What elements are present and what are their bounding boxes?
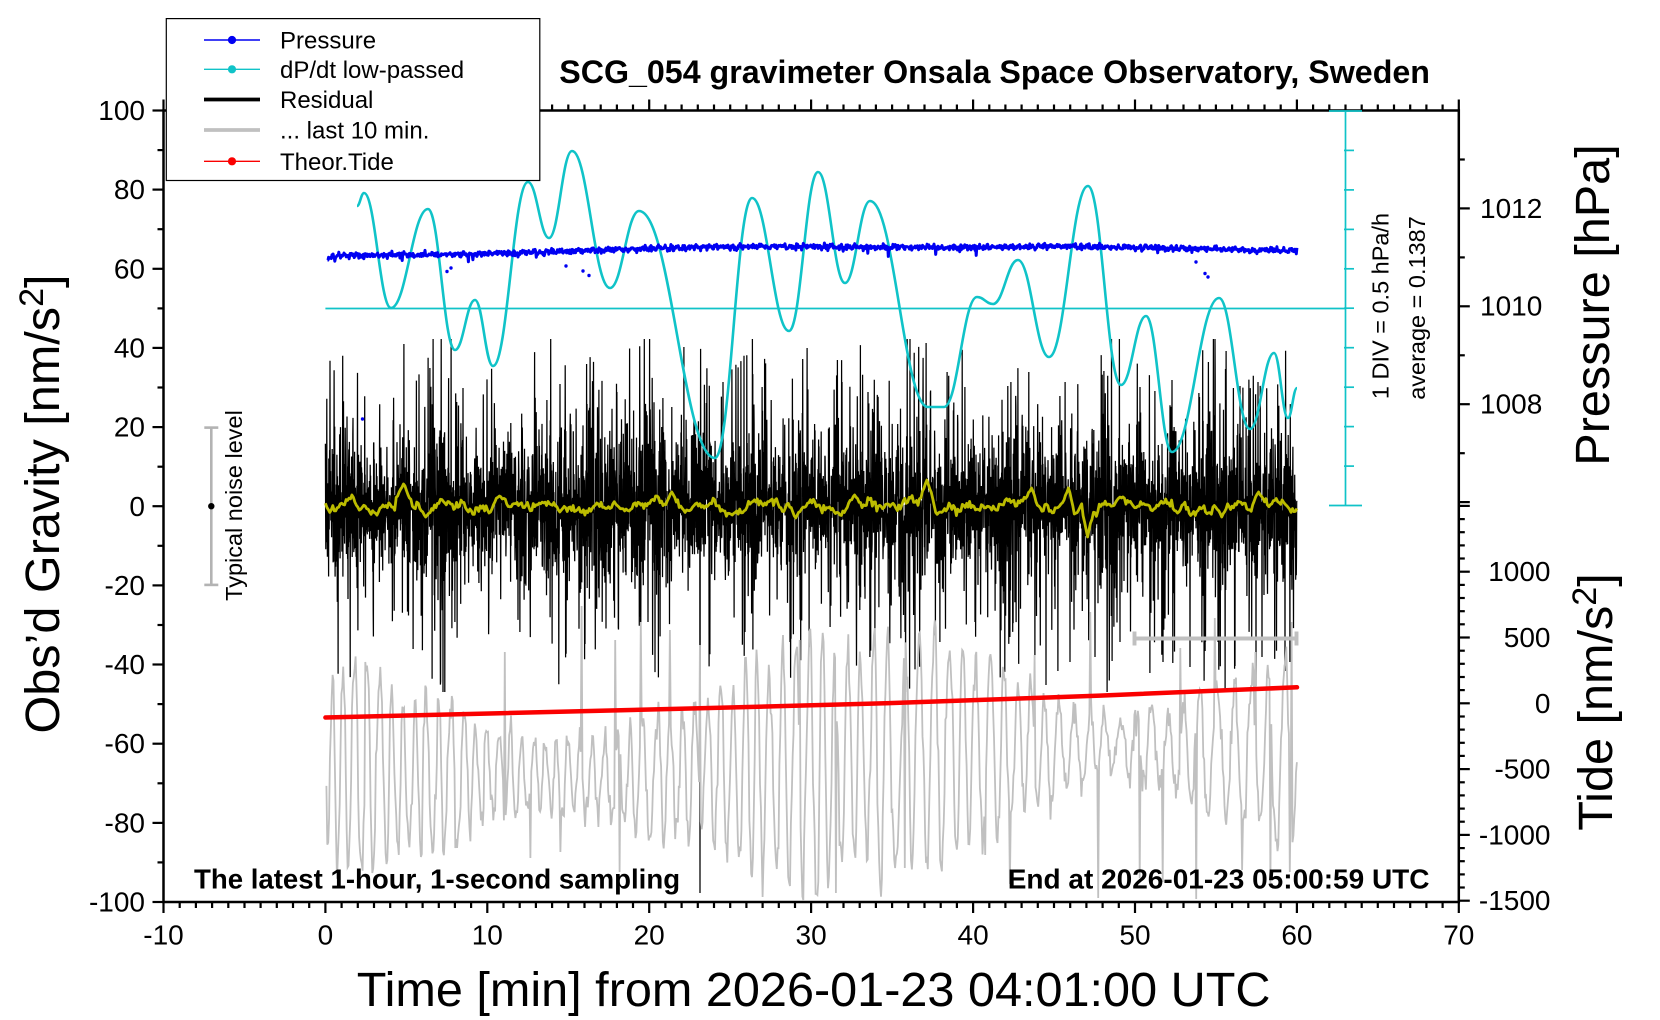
svg-text:average = 0.1387: average = 0.1387: [1404, 216, 1430, 400]
svg-text:40: 40: [114, 332, 145, 363]
svg-text:dP/dt low-passed: dP/dt low-passed: [280, 57, 464, 84]
svg-text:-20: -20: [105, 570, 145, 601]
svg-text:-80: -80: [105, 807, 145, 838]
svg-text:-60: -60: [105, 728, 145, 759]
svg-text:500: 500: [1504, 622, 1551, 653]
svg-text:0: 0: [1535, 688, 1551, 719]
svg-text:1 DIV = 0.5 hPa/h: 1 DIV = 0.5 hPa/h: [1368, 213, 1394, 399]
svg-text:0: 0: [318, 920, 334, 951]
svg-text:60: 60: [114, 253, 145, 284]
svg-text:Pressure [hPa]: Pressure [hPa]: [1566, 144, 1620, 465]
svg-text:Tide [nm/s2]: Tide [nm/s2]: [1566, 573, 1623, 830]
svg-text:1008: 1008: [1480, 389, 1542, 420]
svg-text:100: 100: [98, 95, 145, 126]
svg-text:0: 0: [129, 491, 145, 522]
svg-text:-500: -500: [1494, 754, 1550, 785]
svg-text:70: 70: [1443, 920, 1474, 951]
svg-text:Theor.Tide: Theor.Tide: [280, 149, 394, 176]
svg-text:The latest 1-hour, 1-second sa: The latest 1-hour, 1-second sampling: [194, 864, 680, 895]
svg-text:20: 20: [114, 412, 145, 443]
svg-text:-1000: -1000: [1479, 819, 1551, 850]
svg-text:Obs’d Gravity [nm/s2]: Obs’d Gravity [nm/s2]: [13, 274, 70, 733]
svg-text:30: 30: [796, 920, 827, 951]
svg-text:1000: 1000: [1488, 556, 1550, 587]
svg-text:Typical noise level: Typical noise level: [221, 410, 247, 601]
svg-text:60: 60: [1281, 920, 1312, 951]
svg-text:40: 40: [958, 920, 989, 951]
svg-text:-40: -40: [105, 649, 145, 680]
svg-text:1012: 1012: [1480, 193, 1542, 224]
svg-text:SCG_054 gravimeter Onsala Spac: SCG_054 gravimeter Onsala Space Observat…: [559, 54, 1430, 90]
svg-text:-1500: -1500: [1479, 885, 1551, 916]
svg-text:Residual: Residual: [280, 87, 373, 114]
svg-text:Time [min] from 2026-01-23 04:: Time [min] from 2026-01-23 04:01:00 UTC: [357, 963, 1271, 1017]
svg-text:80: 80: [114, 174, 145, 205]
svg-text:Pressure: Pressure: [280, 28, 376, 55]
svg-text:1010: 1010: [1480, 291, 1542, 322]
svg-text:10: 10: [472, 920, 503, 951]
svg-text:-100: -100: [89, 887, 145, 918]
svg-text:End at 2026-01-23 05:00:59 UTC: End at 2026-01-23 05:00:59 UTC: [1008, 864, 1430, 895]
svg-text:50: 50: [1119, 920, 1150, 951]
svg-text:20: 20: [634, 920, 665, 951]
svg-text:-10: -10: [143, 920, 183, 951]
svg-text:... last 10 min.: ... last 10 min.: [280, 118, 429, 145]
